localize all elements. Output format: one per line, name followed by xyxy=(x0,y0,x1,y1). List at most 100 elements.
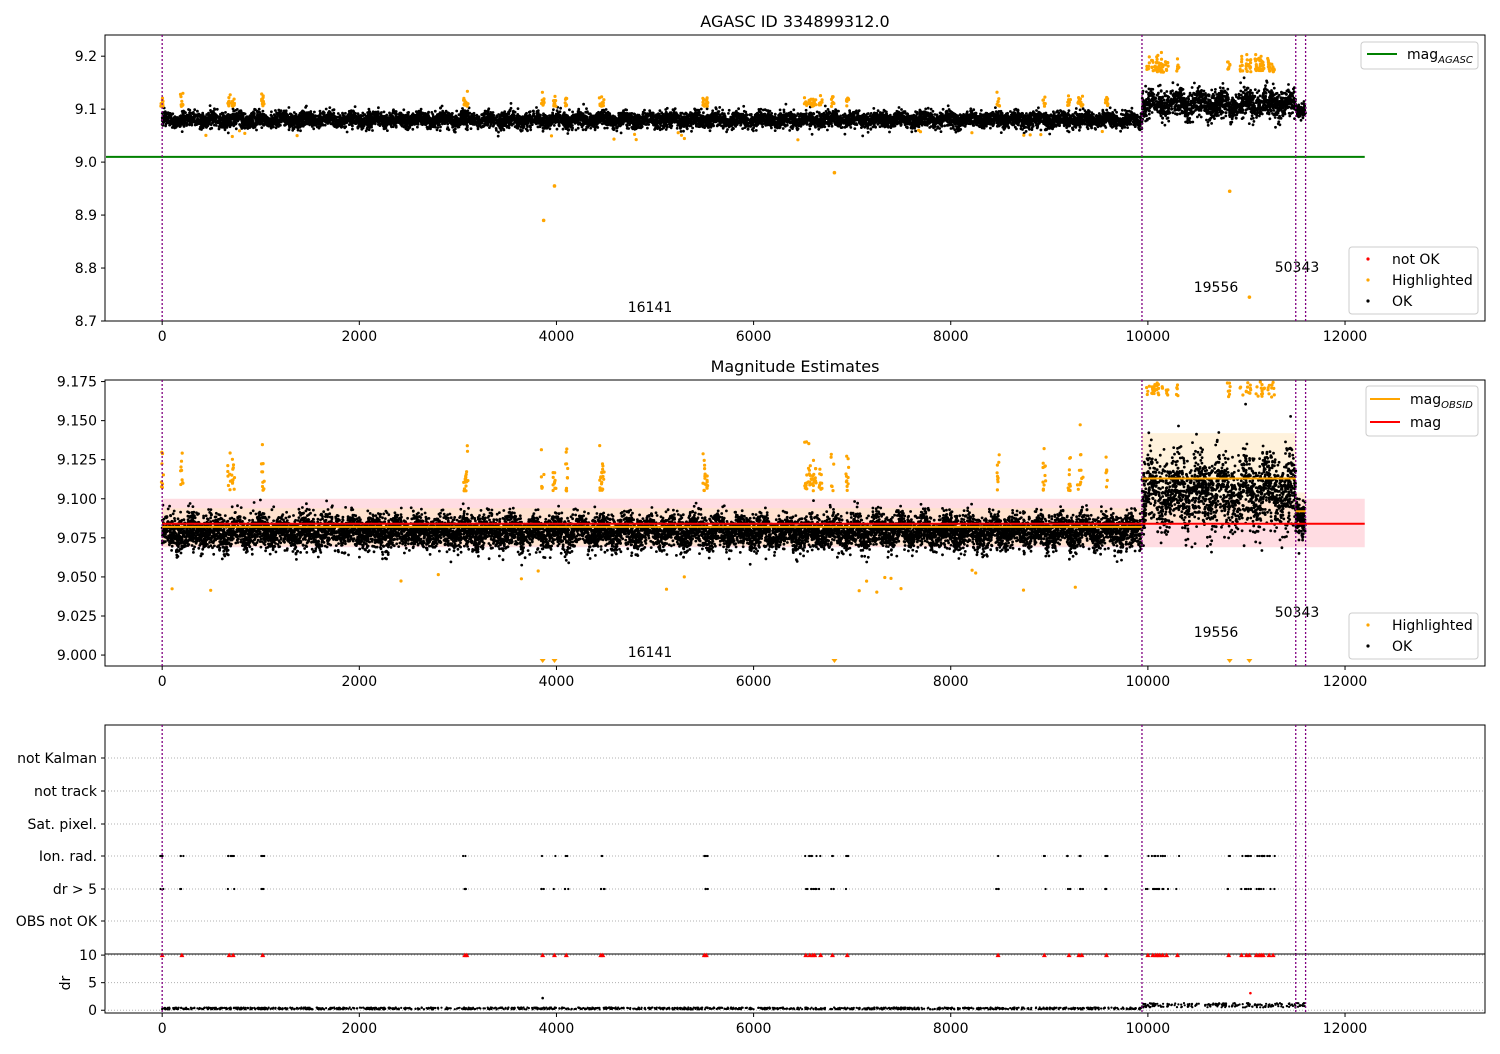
ok-point xyxy=(532,110,535,113)
ok-point xyxy=(562,128,565,131)
ok-point xyxy=(924,108,927,111)
ok-point xyxy=(517,107,520,110)
ok-point xyxy=(1015,127,1018,130)
ok-point xyxy=(680,130,683,133)
ok-point xyxy=(774,113,777,116)
ok-point xyxy=(1023,114,1026,117)
ok-point xyxy=(751,128,754,131)
ok-point xyxy=(193,108,196,111)
ok-point xyxy=(299,129,302,132)
ok-point xyxy=(1086,126,1089,129)
ok-point xyxy=(337,112,340,115)
ok-point xyxy=(689,111,692,114)
ok-point xyxy=(492,125,495,128)
ok-point xyxy=(872,107,875,110)
ok-point xyxy=(910,130,913,133)
ok-point xyxy=(731,128,734,131)
ok-point xyxy=(1048,133,1051,136)
ok-point xyxy=(943,124,946,127)
ok-point xyxy=(1119,130,1122,133)
ok-point xyxy=(535,106,538,109)
ok-point xyxy=(1128,110,1131,113)
ok-point xyxy=(741,127,744,130)
ok-point xyxy=(461,107,464,110)
ok-point xyxy=(542,130,545,133)
ok-point xyxy=(842,114,845,117)
ok-point xyxy=(313,111,316,114)
ok-point xyxy=(497,135,500,138)
ok-point xyxy=(673,109,676,112)
ok-point xyxy=(1098,112,1101,115)
ok-point xyxy=(774,129,777,132)
ok-point xyxy=(1040,129,1043,132)
ok-point xyxy=(270,110,273,113)
ok-point xyxy=(411,128,414,131)
ok-point xyxy=(525,112,528,115)
ok-point xyxy=(1079,109,1082,112)
ok-point xyxy=(746,114,749,117)
ok-point xyxy=(582,103,585,106)
ok-point xyxy=(402,108,405,111)
panel1-frame xyxy=(105,35,1485,321)
ok-point xyxy=(1072,128,1075,131)
ok-point xyxy=(209,104,212,107)
ok-point xyxy=(785,103,788,106)
ok-point xyxy=(737,107,740,110)
ok-point xyxy=(346,131,349,134)
ok-point xyxy=(1056,110,1059,113)
ok-point xyxy=(181,130,184,133)
ok-point xyxy=(728,109,731,112)
ok-point xyxy=(357,112,360,115)
ok-point xyxy=(702,111,705,114)
panel-agasc: AGASC ID 334899312.0 8.78.88.99.09.19.2 … xyxy=(75,12,1485,345)
ok-point xyxy=(994,106,997,109)
ok-point xyxy=(861,135,864,138)
ok-point xyxy=(844,133,847,136)
ok-point xyxy=(216,108,219,111)
ok-point xyxy=(446,111,449,114)
ok-point xyxy=(427,111,430,114)
ok-point xyxy=(1009,110,1012,113)
ok-point xyxy=(950,127,953,130)
ok-point xyxy=(742,105,745,108)
ok-point xyxy=(354,105,357,108)
ok-point xyxy=(914,110,917,113)
ok-point xyxy=(825,110,828,113)
ok-point xyxy=(500,129,503,132)
ok-point xyxy=(288,128,291,131)
ok-point xyxy=(383,111,386,114)
ok-point xyxy=(952,125,955,128)
ok-point xyxy=(718,106,721,109)
ok-point xyxy=(682,130,685,133)
ok-point xyxy=(811,133,814,136)
ok-point xyxy=(869,127,872,130)
ok-point xyxy=(324,124,327,127)
ok-point xyxy=(558,124,561,127)
ok-point xyxy=(258,108,261,111)
ok-point xyxy=(700,108,703,111)
ok-point xyxy=(1000,131,1003,134)
ok-point xyxy=(1121,109,1124,112)
ok-point xyxy=(747,128,750,131)
ok-point xyxy=(1059,109,1062,112)
ok-point xyxy=(439,129,442,132)
ok-point xyxy=(1068,109,1071,112)
ok-point xyxy=(235,127,238,130)
ok-point xyxy=(196,110,199,113)
ok-point xyxy=(262,110,265,113)
ok-point xyxy=(351,128,354,131)
ok-point xyxy=(453,129,456,132)
ok-point xyxy=(615,130,618,133)
ok-point xyxy=(1131,107,1134,110)
ok-point xyxy=(930,108,933,111)
ok-point xyxy=(455,110,458,113)
ok-point xyxy=(761,125,764,128)
ok-point xyxy=(1075,107,1078,110)
ok-point xyxy=(1094,127,1097,130)
ok-point xyxy=(553,124,556,127)
ok-point xyxy=(714,106,717,109)
ok-point xyxy=(755,129,758,132)
ok-point xyxy=(566,132,569,135)
ok-point xyxy=(188,109,191,112)
ok-point xyxy=(603,127,606,130)
